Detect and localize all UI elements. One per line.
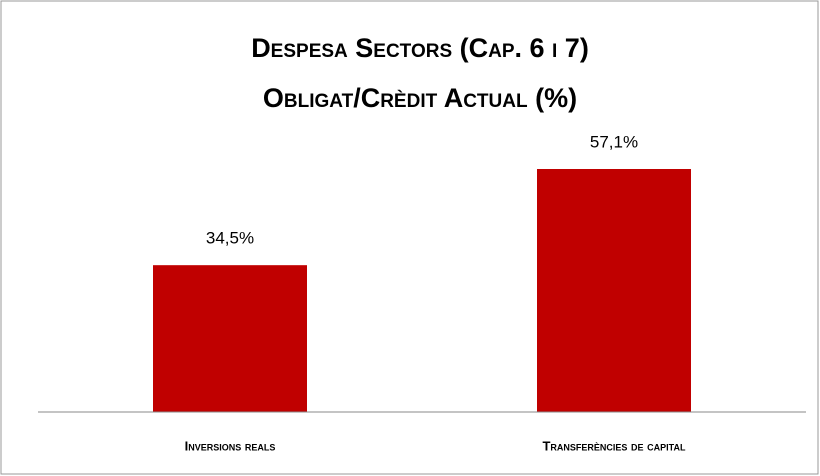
value-label: 57,1% xyxy=(590,132,638,151)
value-label: 34,5% xyxy=(206,229,254,248)
chart-subtitle: Obligat/Crèdit Actual (%) xyxy=(263,83,577,113)
bar xyxy=(537,169,691,412)
x-tick-label: Inversions reals xyxy=(185,438,276,453)
bar xyxy=(153,265,307,412)
chart-title: Despesa Sectors (Cap. 6 i 7) xyxy=(251,33,589,63)
x-tick-label: Transferències de capital xyxy=(542,438,686,453)
